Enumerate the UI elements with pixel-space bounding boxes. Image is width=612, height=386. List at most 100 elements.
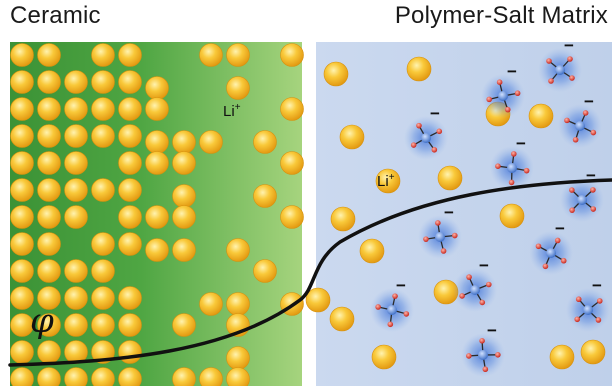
ceramic-li-ion [91, 97, 115, 121]
ceramic-li-ion [10, 43, 34, 67]
polymer-li-ion [359, 238, 385, 264]
ceramic-li-ion [145, 130, 169, 154]
anion-arm-atom [479, 338, 485, 344]
anion-arm-atom [511, 151, 517, 157]
ceramic-li-ion [118, 367, 142, 386]
ceramic-li-ion [37, 43, 61, 67]
anion-arm-atom [569, 207, 575, 213]
anion: − [418, 203, 462, 259]
anion-arm-atom [466, 274, 472, 280]
anion: − [558, 92, 602, 148]
anion-charge: − [564, 36, 574, 55]
ceramic-li-ion [64, 124, 88, 148]
anion-arm-atom [486, 281, 492, 288]
ceramic-li-ion [280, 151, 304, 175]
polymer-li-ion [339, 124, 365, 150]
ceramic-li-ion [118, 70, 142, 94]
anion-arm-atom [495, 163, 501, 169]
ceramic-li-ion [145, 97, 169, 121]
potential-curve [8, 178, 612, 367]
ceramic-li-ion [64, 205, 88, 229]
ceramic-li-ion [10, 313, 34, 337]
ceramic-li-ion [145, 76, 169, 100]
ceramic-li-ion [37, 259, 61, 283]
ceramic-li-ion [10, 367, 34, 386]
ceramic-li-ion [226, 43, 250, 67]
ceramic-li-ion [118, 178, 142, 202]
ceramic-li-ion [64, 367, 88, 386]
anion: − [453, 256, 497, 312]
anion-arm-atom [582, 110, 589, 116]
anion-center-atom [577, 195, 587, 205]
anion-arm-atom [535, 243, 542, 250]
ceramic-li-ion [91, 43, 115, 67]
anion-arm-atom [567, 56, 573, 62]
ceramic-li-ion [10, 124, 34, 148]
ceramic-li-ion [226, 292, 250, 316]
ceramic-li-ion [10, 259, 34, 283]
anion-arm-atom [590, 206, 597, 212]
anion: − [404, 104, 448, 160]
ceramic-li-ion [10, 178, 34, 202]
anion-arm-atom [590, 187, 596, 193]
anion-arm-atom [375, 304, 381, 310]
ceramic-li-ion [37, 286, 61, 310]
anion-arm-atom [590, 129, 597, 136]
anion-arm-atom [482, 366, 489, 373]
anion-arm-atom [451, 232, 458, 239]
ceramic-li-ion [118, 97, 142, 121]
polymer-li-ion [580, 339, 606, 365]
polymer-li-ion [329, 306, 355, 332]
ceramic-li-ion [118, 151, 142, 175]
ceramic-li-ion [10, 97, 34, 121]
ceramic-li-ion [91, 178, 115, 202]
ceramic-li-ion [199, 367, 223, 386]
anion: − [538, 36, 582, 92]
anion-center-atom [546, 248, 556, 258]
ceramic-li-ion [10, 232, 34, 256]
anion-arm-atom [431, 146, 438, 153]
ceramic-li-ion [172, 184, 196, 208]
anion-arm-atom [564, 117, 570, 124]
anion-arm-atom [595, 317, 602, 323]
ceramic-li-ion [37, 367, 61, 386]
anion: − [481, 62, 525, 118]
ceramic-li-ion [10, 340, 34, 364]
ceramic-li-ion [91, 124, 115, 148]
ceramic-li-ion [64, 286, 88, 310]
ceramic-li-ion [118, 205, 142, 229]
polymer-li-ion [549, 344, 575, 370]
ceramic-li-ion [226, 238, 250, 262]
anion-arm-atom [596, 298, 603, 304]
anion-charge: − [516, 134, 526, 153]
ceramic-li-ion [172, 313, 196, 337]
anion-arm-atom [479, 299, 486, 306]
ceramic-li-ion [226, 76, 250, 100]
anion-arm-atom [569, 75, 575, 81]
ceramic-title: Ceramic [10, 2, 101, 29]
polymer-li-ion [375, 168, 401, 194]
ceramic-li-ion [118, 43, 142, 67]
polymer-li-ion [406, 56, 432, 82]
anion: − [461, 321, 505, 377]
anion: − [560, 166, 604, 222]
ceramic-li-ion [37, 70, 61, 94]
polymer-li-ion [330, 206, 356, 232]
anion-arm-atom [423, 236, 429, 242]
ceramic-li-ion [172, 130, 196, 154]
polymer-li-ion-label: Li+ [377, 173, 395, 190]
anion-arm-atom [514, 90, 521, 97]
polymer-li-ion [323, 61, 349, 87]
anion-center-atom [555, 65, 565, 75]
anion-arm-atom [440, 248, 447, 254]
ceramic-li-ion [91, 232, 115, 256]
polymer-li-ion [371, 344, 397, 370]
anion-charge: − [430, 104, 440, 123]
anion: − [566, 276, 610, 332]
ceramic-li-ion [118, 286, 142, 310]
ceramic-li-ion [253, 259, 277, 283]
anion-charge: − [586, 166, 596, 185]
anion-arm-atom [504, 106, 511, 113]
anion-center-atom [583, 305, 593, 315]
